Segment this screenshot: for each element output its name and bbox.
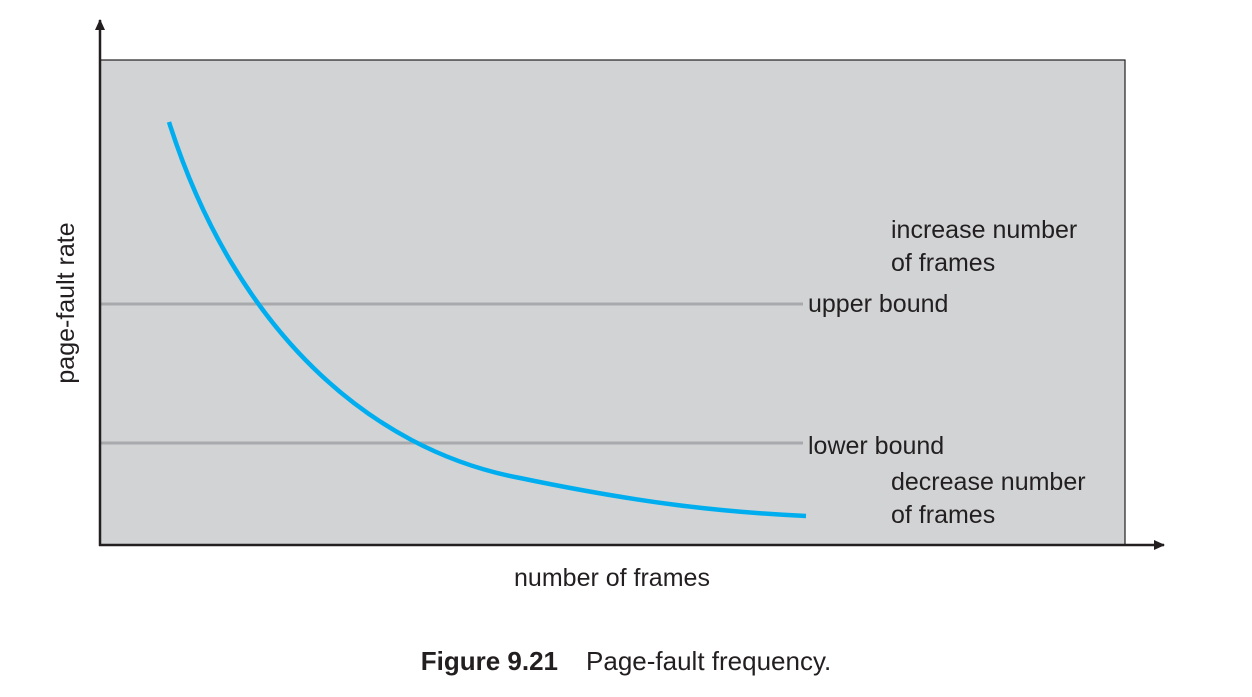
page-fault-curve bbox=[166, 121, 807, 519]
x-axis-label: number of frames bbox=[514, 564, 710, 592]
figure-caption: Figure 9.21 Page-fault frequency. bbox=[0, 646, 1252, 677]
y-axis-label: page-fault rate bbox=[52, 222, 80, 383]
increase-frames-label-line1: increase number bbox=[891, 216, 1077, 244]
upper-bound-label: upper bound bbox=[808, 290, 948, 318]
figure-number: Figure 9.21 bbox=[420, 646, 559, 676]
decrease-frames-label-line2: of frames bbox=[891, 501, 995, 529]
increase-frames-label-line2: of frames bbox=[891, 249, 995, 277]
decrease-frames-label-line1: decrease number bbox=[891, 468, 1086, 496]
figure-title: Page-fault frequency. bbox=[586, 646, 832, 676]
lower-bound-label: lower bound bbox=[808, 432, 944, 460]
